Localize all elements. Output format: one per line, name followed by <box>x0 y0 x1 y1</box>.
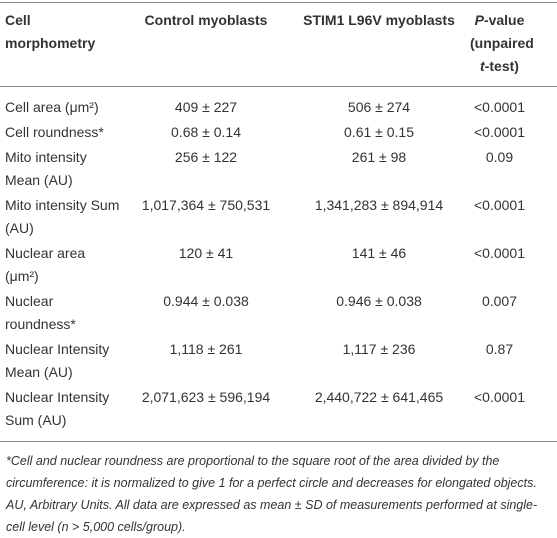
table-row: Mito intensity Sum (AU) 1,017,364 ± 750,5… <box>0 193 557 241</box>
header-row: Cell morphometry Control myoblasts STIM1 L… <box>0 2 557 87</box>
table-cell: Cell area (μm²) <box>5 99 99 115</box>
table-cell: 0.68 ± 0.14 <box>171 124 241 140</box>
table-row: Nuclear roundness* 0.944 ± 0.038 0.946 ± 0… <box>0 289 557 337</box>
table-cell: 0.09 <box>485 149 514 165</box>
table-row: Nuclear Intensity Sum (AU) 2,071,623 ± 59… <box>0 385 557 442</box>
header-text: P <box>474 12 484 28</box>
table-cell: 409 ± 227 <box>174 99 238 115</box>
header-cell: STIM1 L96V myoblasts <box>303 12 455 28</box>
table-row: Cell area (μm²) 409 ± 227 506 ± 274 <0.0001 <box>0 87 557 121</box>
table-cell: 120 ± 41 <box>178 245 234 261</box>
table-row: Cell roundness* 0.68 ± 0.14 0.61 ± 0.15 <0.… <box>0 120 557 145</box>
table-cell: <0.0001 <box>474 99 525 115</box>
table-cell: <0.0001 <box>474 197 525 213</box>
table-cell: 0.61 ± 0.15 <box>344 124 414 140</box>
header-cell: Control myoblasts <box>144 12 268 28</box>
header-cell: P-value (unpaired t-test) <box>470 3 557 87</box>
table-cell: 0.946 ± 0.038 <box>336 293 422 309</box>
table-cell: Nuclear area (μm²) <box>5 245 86 284</box>
table-cell: 506 ± 274 <box>347 99 411 115</box>
table-cell: 0.007 <box>481 293 518 309</box>
table-cell: 0.944 ± 0.038 <box>163 293 249 309</box>
table-cell: 2,071,623 ± 596,194 <box>141 389 271 405</box>
table-cell: Nuclear Intensity Mean (AU) <box>5 341 110 380</box>
footnote: *Cell and nuclear roundness are proporti… <box>6 454 538 534</box>
table-cell: <0.0001 <box>474 245 525 261</box>
table-cell: Nuclear Intensity Sum (AU) <box>5 389 110 428</box>
header-cell: Cell morphometry <box>5 12 96 51</box>
table-cell: 1,017,364 ± 750,531 <box>141 197 271 213</box>
table-cell: 1,341,283 ± 894,914 <box>314 197 444 213</box>
table-cell: <0.0001 <box>474 124 525 140</box>
table-cell: 1,118 ± 261 <box>169 341 243 357</box>
table-row: Nuclear area (μm²) 120 ± 41 141 ± 46 <0.000… <box>0 241 557 289</box>
table-cell: 2,440,722 ± 641,465 <box>314 389 444 405</box>
table-cell: 141 ± 46 <box>351 245 407 261</box>
header-text: -test) <box>484 58 519 74</box>
header-text: t <box>480 58 485 74</box>
table-cell: 261 ± 98 <box>351 149 407 165</box>
table-cell: Mito intensity Mean (AU) <box>5 149 87 188</box>
table-cell: 0.87 <box>485 341 514 357</box>
table-body: Cell area (μm²) 409 ± 227 506 ± 274 <0.0001… <box>0 87 557 442</box>
header-text: -value (unpaired <box>470 12 534 51</box>
table-row: Mito intensity Mean (AU) 256 ± 122 261 ± 9… <box>0 145 557 193</box>
table-row: Nuclear Intensity Mean (AU) 1,118 ± 261 1,… <box>0 337 557 385</box>
table-cell: Mito intensity Sum (AU) <box>5 197 120 236</box>
data-table: Cell morphometry Control myoblasts STIM1 L… <box>0 2 557 442</box>
table-cell: 256 ± 122 <box>174 149 238 165</box>
table-cell: <0.0001 <box>474 389 525 405</box>
table-cell: Cell roundness* <box>5 124 104 140</box>
table-cell: Nuclear roundness* <box>5 293 76 332</box>
table-cell: 1,117 ± 236 <box>342 341 416 357</box>
